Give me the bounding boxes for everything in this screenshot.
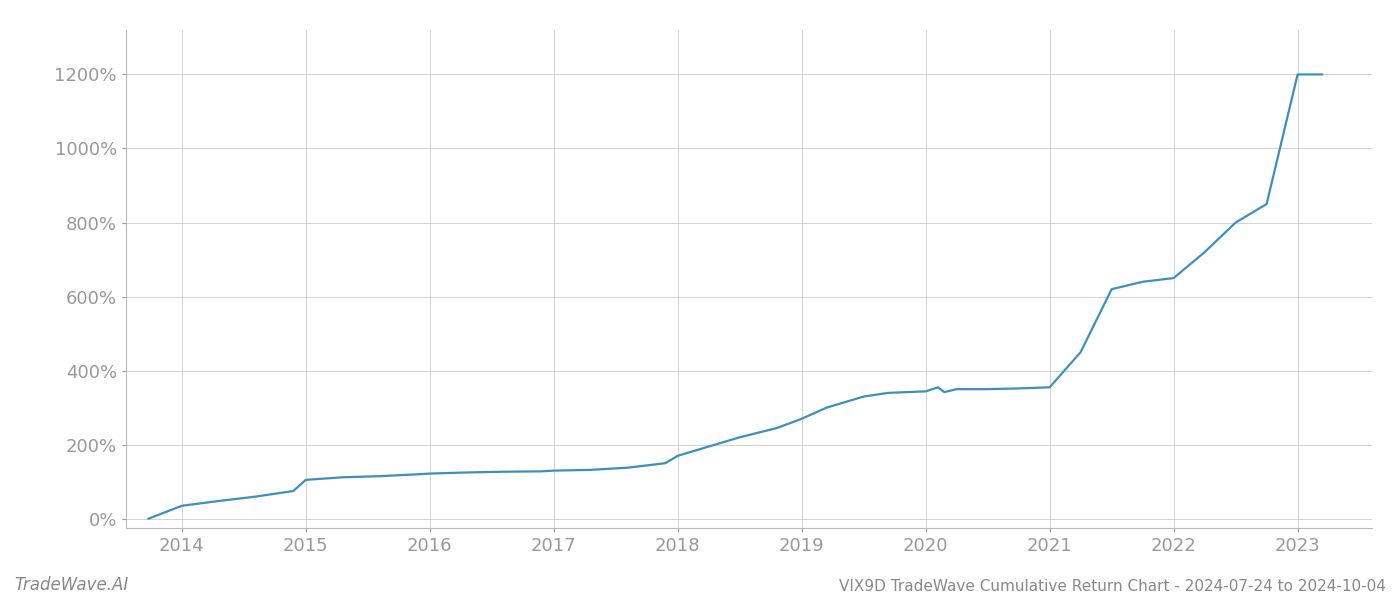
Text: VIX9D TradeWave Cumulative Return Chart - 2024-07-24 to 2024-10-04: VIX9D TradeWave Cumulative Return Chart …: [839, 579, 1386, 594]
Text: TradeWave.AI: TradeWave.AI: [14, 576, 129, 594]
